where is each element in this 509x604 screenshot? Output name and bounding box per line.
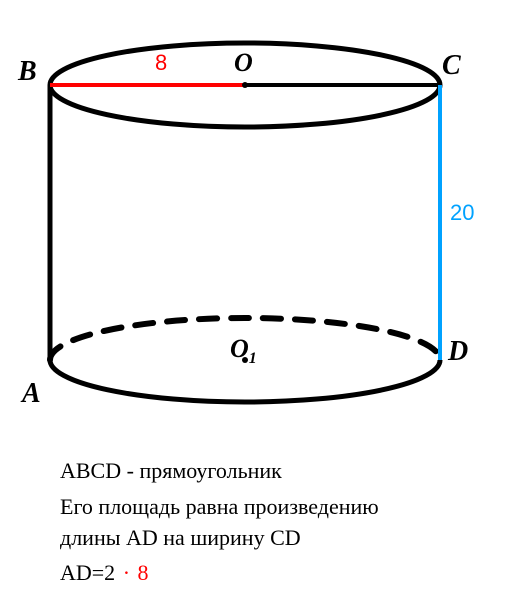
label-O-bottom-subscript: 1 [249,350,257,367]
text-line-2: Его площадь равна произведению длины AD … [60,492,440,554]
label-O-bottom-letter: O [230,334,249,363]
label-C: C [442,50,461,82]
text-line-1: ABCD - прямоугольник [60,456,282,487]
radius-value-label: 8 [155,50,167,76]
label-O-bottom: O1 [230,334,257,368]
label-A: A [22,378,41,410]
center-O-dot [242,82,248,88]
text-line-3-prefix: AD=2 [60,560,115,585]
height-value-label: 20 [450,200,474,226]
label-B: B [18,56,37,88]
diagram-canvas: B C A D O O1 8 20 ABCD - прямоугольник Е… [0,0,509,604]
text-line-3-dot: · [121,560,132,585]
text-line-3: AD=2 · 8 [60,558,149,589]
text-line-3-value: 8 [138,560,149,585]
label-D: D [448,336,468,368]
label-O-top: O [234,48,253,78]
